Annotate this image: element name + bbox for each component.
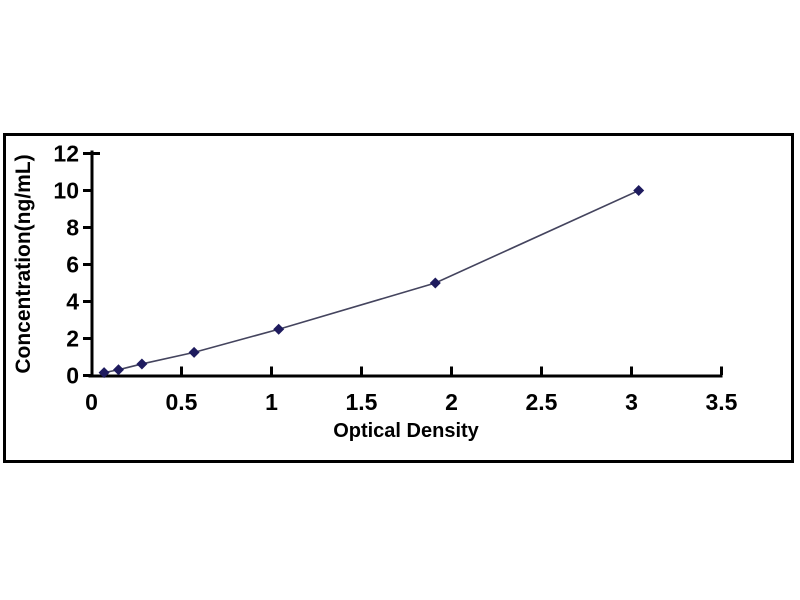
y-tick-label: 12 [53, 141, 79, 167]
x-tick-label: 2.5 [526, 389, 558, 415]
data-point-marker [429, 277, 441, 289]
labels-layer: 0 0.5 1 1.5 2 2.5 3 3.5 0 2 4 6 8 10 12 [53, 141, 737, 416]
data-point-marker [98, 367, 110, 379]
x-tick-label: 2 [445, 389, 458, 415]
data-point-marker [136, 358, 148, 370]
data-point-marker [633, 185, 645, 196]
data-point-marker [113, 364, 124, 376]
x-tick-label: 3 [625, 389, 638, 415]
x-axis-title: Optical Density [333, 420, 479, 442]
y-axis-title: Concentration(ng/mL) [12, 154, 35, 373]
y-tick-label: 2 [66, 326, 79, 352]
y-tick-label: 6 [66, 252, 79, 278]
axes-layer [83, 150, 723, 378]
y-tick-label: 8 [66, 215, 79, 241]
x-tick-label: 1 [265, 389, 278, 415]
data-point-marker [273, 323, 285, 335]
series-layer [98, 185, 645, 379]
y-tick-label: 4 [66, 289, 79, 315]
data-point-marker [188, 346, 200, 358]
y-tick-label: 10 [53, 178, 79, 204]
x-tick-label: 3.5 [706, 389, 738, 415]
y-tick-label: 0 [66, 363, 79, 389]
x-tick-label: 0.5 [166, 389, 198, 415]
chart-frame [3, 133, 794, 463]
series-line [103, 189, 640, 374]
x-tick-label: 0 [85, 389, 98, 415]
x-tick-label: 1.5 [346, 389, 378, 415]
